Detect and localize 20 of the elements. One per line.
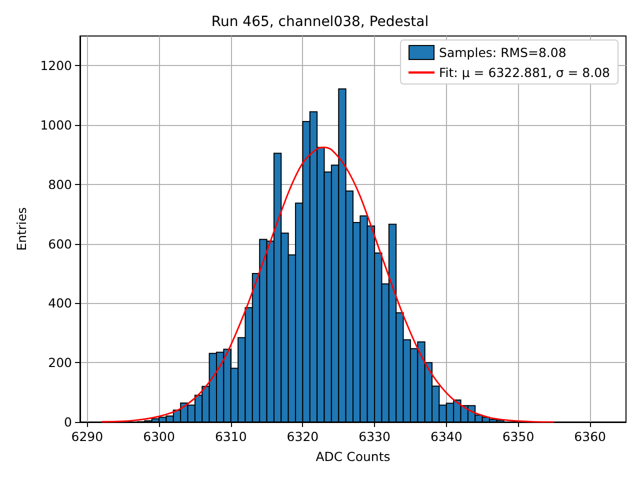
x-tick-label: 6320 [286, 429, 319, 444]
x-tick-label: 6340 [430, 429, 462, 444]
x-axis-title: ADC Counts [316, 449, 390, 464]
y-tick-label: 1200 [40, 58, 72, 74]
legend-label: Fit: μ = 6322.881, σ = 8.08 [439, 65, 610, 80]
y-tick-label: 800 [48, 176, 72, 192]
chart-title: Run 465, channel038, Pedestal [211, 14, 429, 30]
x-tick-label: 6310 [214, 429, 247, 444]
x-tick-label: 6290 [71, 429, 104, 444]
y-axis-title: Entries [14, 207, 29, 251]
y-tick-label: 400 [48, 296, 72, 311]
x-tick-label: 6300 [143, 429, 175, 444]
y-tick-label: 200 [48, 355, 72, 370]
x-tick-label: 6350 [502, 429, 534, 444]
x-tick-label: 6360 [574, 429, 606, 444]
y-tick-label: 1000 [40, 118, 72, 133]
y-tick-label: 0 [64, 414, 72, 430]
y-tick-label: 600 [48, 236, 72, 252]
x-tick-label: 6330 [358, 429, 391, 444]
legend-label: Samples: RMS=8.08 [439, 45, 566, 60]
